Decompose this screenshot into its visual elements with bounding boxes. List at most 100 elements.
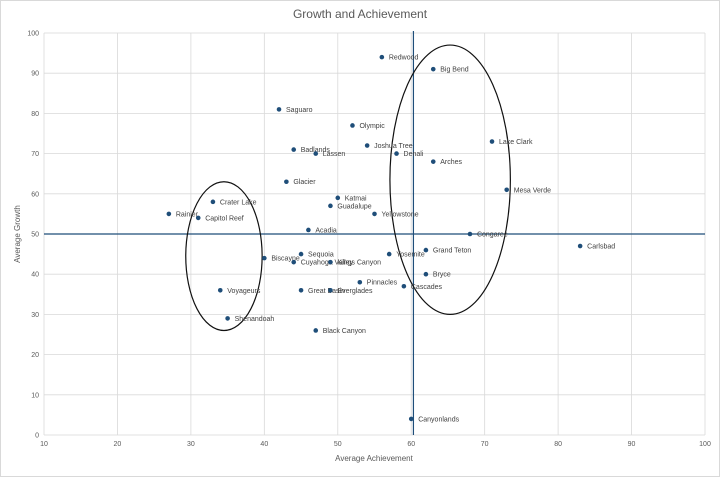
point-acadia [306,227,311,233]
point-redwood [379,54,385,60]
y-tick-label: 20 [31,352,39,359]
point-lassen [313,151,319,156]
point-label-lake-clark: Lake Clark [499,139,533,146]
point-label-great-basin: Great Basin [308,288,345,295]
y-tick-label: 30 [31,312,39,319]
point-label-crater-lake: Crater Lake [220,199,257,206]
x-tick-label: 80 [554,441,562,448]
y-tick-label: 70 [31,151,39,158]
point-pinnacles [357,279,363,285]
point-label-denali: Denali [404,151,424,158]
point-label-congaree: Congaree [477,232,508,239]
cluster-ellipse [389,44,511,315]
point-big-bend [430,66,436,72]
point-label-arches: Arches [440,159,462,166]
y-tick-label: 100 [27,31,39,38]
y-axis-title: Average Growth [13,205,22,263]
point-label-bryce: Bryce [433,272,451,279]
point-everglades [328,287,333,293]
point-label-lassen: Lassen [323,151,346,158]
point-label-cuyahoga-valley: Cuyahoga Valley [301,260,354,267]
point-label-kings-canyon: Kings Canyon [337,260,381,267]
point-canyonlands [408,416,414,422]
point-olympic [350,123,355,128]
point-label-voyageurs: Voyageurs [227,288,261,295]
cluster-ellipse [185,181,263,332]
point-cascades [401,283,407,289]
point-label-cascades: Cascades [411,284,443,291]
point-label-olympic: Olympic [359,123,385,130]
chart-title: Growth and Achievement [293,7,428,21]
point-label-saguaro: Saguaro [286,107,313,114]
point-biscayne [262,255,267,261]
point-carlsbad [577,243,583,249]
point-grand-teton [423,247,429,253]
point-label-glacier: Glacier [293,179,316,186]
x-tick-label: 40 [260,441,268,448]
point-glacier [284,179,289,185]
point-joshua-tree [364,143,370,148]
point-label-guadalupe: Guadalupe [337,203,371,210]
x-tick-label: 50 [334,441,342,448]
point-label-capitol-reef: Capitol Reef [205,215,244,222]
point-label-rainier: Rainier [176,211,199,218]
x-tick-label: 20 [114,441,122,448]
point-label-big-bend: Big Bend [440,67,469,74]
point-yosemite [386,251,392,257]
point-label-mesa-verde: Mesa Verde [514,187,551,194]
point-label-biscayne: Biscayne [271,256,300,263]
point-label-redwood: Redwood [389,55,419,62]
point-lake-clark [489,139,495,144]
point-label-acadia: Acadia [315,227,337,234]
point-arches [430,159,436,164]
point-black-canyon [313,328,319,333]
point-label-black-canyon: Black Canyon [323,328,366,335]
point-rainier [166,211,172,217]
point-voyageurs [217,287,223,293]
point-cuyahoga-valley [291,259,297,265]
y-tick-label: 50 [31,232,39,239]
point-label-canyonlands: Canyonlands [418,416,459,423]
point-mesa-verde [504,187,510,193]
point-capitol-reef [195,215,201,221]
point-guadalupe [328,203,333,209]
x-tick-label: 100 [699,441,711,448]
y-tick-label: 60 [31,191,39,198]
point-badlands [291,147,297,152]
point-label-yosemite: Yosemite [396,252,425,259]
reference-lines [44,31,705,435]
x-tick-label: 10 [40,441,48,448]
x-tick-label: 70 [481,441,489,448]
y-tick-label: 40 [31,272,39,279]
point-saguaro [276,107,282,112]
tick-labels: 10 20 30 40 50 60 70 80 90 1000102030405060708090… [27,31,711,449]
point-label-yellowstone: Yellowstone [382,211,419,218]
point-label-carlsbad: Carlsbad [587,244,615,251]
y-tick-label: 10 [31,392,39,399]
cluster-ellipses [185,44,511,332]
point-label-pinnacles: Pinnacles [367,280,398,287]
x-axis-title: Average Achievement [335,454,413,463]
point-katmai [335,195,341,201]
point-label-grand-teton: Grand Teton [433,248,472,255]
point-denali [394,151,399,156]
x-tick-label: 90 [628,441,636,448]
y-tick-label: 0 [35,433,39,440]
point-label-shenandoah: Shenandoah [235,316,275,323]
point-bryce [423,271,429,277]
y-tick-label: 80 [31,111,39,118]
point-label-joshua-tree: Joshua Tree [374,143,413,150]
point-crater-lake [210,199,216,205]
point-shenandoah [225,316,230,321]
point-label-sequoia: Sequoia [308,252,334,259]
point-yellowstone [372,211,377,217]
point-label-everglades: Everglades [337,288,373,295]
y-tick-label: 90 [31,71,39,78]
point-label-katmai: Katmai [345,195,367,202]
point-great-basin [298,287,304,293]
data-points: Redwood Big Bend Saguaro Olympic Lake Clark J… [166,54,615,423]
x-tick-label: 30 [187,441,195,448]
point-kings-canyon [328,259,333,265]
